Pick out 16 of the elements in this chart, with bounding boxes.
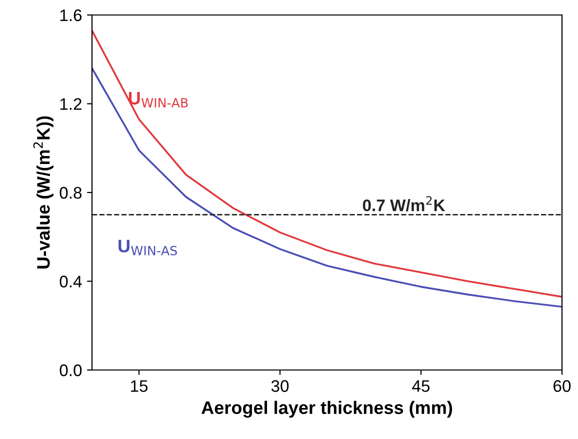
x-tick-label: 15 (131, 380, 148, 392)
x-tick-label: 30 (271, 380, 289, 392)
x-tick-label: 60 (554, 380, 571, 392)
line-series (92, 67, 562, 308)
y-tick-label: 0.4 (60, 276, 82, 288)
y-tick-label: 1.2 (60, 98, 82, 110)
y-axis-title: U-value (W/(m$^{2}$K)) (33, 116, 54, 269)
series-label: U$_{WIN-AB}$ (128, 92, 188, 108)
y-tick-label: 1.6 (60, 9, 82, 22)
line-series (92, 30, 562, 298)
x-axis-title: Aerogel layer thickness (mm) (202, 400, 452, 418)
y-tick-label: 0.0 (60, 364, 82, 376)
y-tick-label: 0.8 (60, 186, 82, 199)
text: U$_{WIN-AS}$ (118, 240, 177, 256)
ref-line-label: 0.7 W/m$^{2}$K (362, 196, 446, 212)
x-tick-label: 45 (412, 380, 430, 392)
